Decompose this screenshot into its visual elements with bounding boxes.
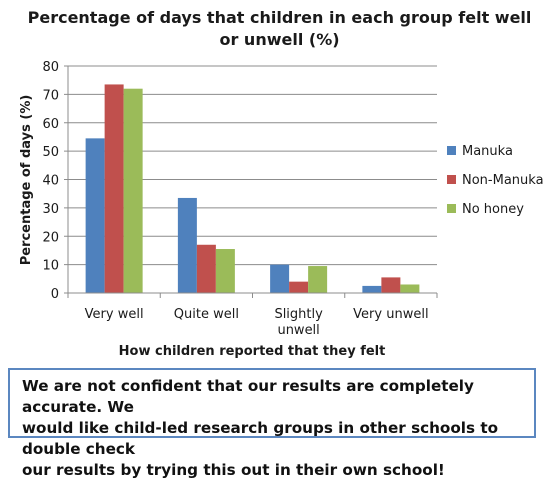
bars [85, 84, 420, 293]
x-tick-label-line: Very well [85, 307, 144, 322]
legend: Manuka Non-Manuka No honey [447, 144, 544, 217]
x-tick-label-line: Slightly [274, 307, 323, 322]
note-line-1: We are not confident that our results ar… [22, 377, 474, 416]
bar-manuka-0 [85, 138, 105, 293]
axes [64, 65, 438, 298]
y-tick-label: 80 [42, 60, 59, 75]
x-tick-label: Very unwell [353, 307, 428, 322]
y-tick-label: 50 [42, 145, 59, 160]
bar-manuka-2 [270, 264, 290, 293]
x-tick-label-line: Very unwell [353, 307, 428, 322]
bar-chart: 0 10 20 30 40 50 60 70 80 Very well Quite well Sli… [19, 60, 544, 359]
y-tick-label: 70 [42, 88, 59, 103]
bar-manuka-3 [362, 285, 382, 293]
x-tick-label-line: Quite well [174, 307, 239, 322]
bar-no-honey-2 [308, 266, 328, 293]
x-tick-label: Quite well [174, 307, 239, 322]
note-line-2: would like child-led research groups in … [22, 419, 499, 458]
note-text: We are not confident that our results ar… [22, 376, 522, 481]
y-tick-label: 20 [42, 230, 59, 245]
y-axis-label: Percentage of days (%) [19, 95, 34, 266]
legend-swatch [447, 204, 456, 213]
chart-title-line-1: Percentage of days that children in each… [27, 8, 532, 27]
bar-no-honey-0 [123, 88, 143, 293]
note-line-3: our results by trying this out in their … [22, 461, 445, 479]
y-tick-labels: 0 10 20 30 40 50 60 70 80 [42, 60, 59, 302]
x-tick-label: Slightly unwell [274, 307, 323, 338]
chart-title-line-2: or unwell (%) [219, 30, 340, 49]
bar-no-honey-3 [400, 284, 420, 293]
bar-manuka-1 [177, 197, 197, 293]
x-tick-labels: Very well Quite well Slightly unwell Very un… [85, 307, 429, 338]
legend-label: Non-Manuka [462, 173, 544, 188]
legend-swatch [447, 146, 456, 155]
bar-non-manuka-1 [196, 244, 216, 293]
x-axis-label: How children reported that they felt [119, 344, 386, 359]
legend-swatch [447, 175, 456, 184]
x-tick-label-line: unwell [277, 323, 319, 338]
bar-no-honey-1 [215, 249, 235, 293]
legend-label: No honey [462, 202, 524, 217]
y-tick-label: 30 [42, 202, 59, 217]
y-tick-label: 60 [42, 117, 59, 132]
y-tick-label: 0 [51, 287, 59, 302]
bar-non-manuka-2 [289, 281, 309, 293]
bar-non-manuka-0 [104, 84, 124, 293]
y-tick-label: 40 [42, 174, 59, 189]
y-tick-label: 10 [42, 259, 59, 274]
bar-non-manuka-3 [381, 277, 401, 293]
x-tick-label: Very well [85, 307, 144, 322]
note-box: We are not confident that our results ar… [8, 368, 536, 479]
legend-label: Manuka [462, 144, 513, 159]
